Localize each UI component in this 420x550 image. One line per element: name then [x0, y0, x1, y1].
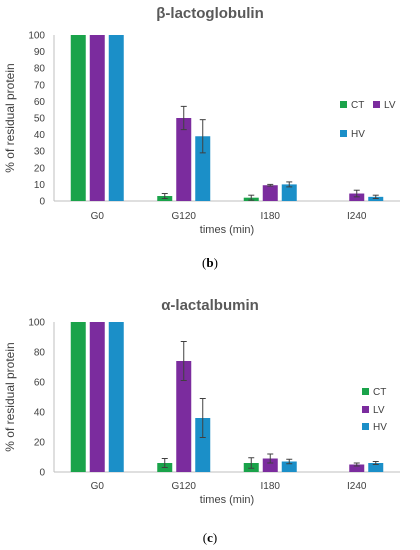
panel-label-b: (b) — [0, 255, 420, 271]
bar-hv — [108, 35, 124, 201]
y-tick-label: 40 — [34, 408, 46, 419]
y-tick-label: 70 — [34, 80, 46, 91]
y-tick-label: 80 — [34, 348, 46, 359]
bar-hv — [108, 322, 124, 472]
legend-label-ct: CT — [351, 100, 364, 111]
error-bar — [267, 183, 274, 187]
error-bar — [286, 458, 293, 465]
bar-lv — [176, 118, 192, 201]
error-bar — [372, 461, 379, 465]
bar-ct — [70, 322, 86, 472]
panel-label-open: ( — [202, 530, 208, 545]
error-bar — [180, 105, 187, 131]
y-tick-label: 100 — [28, 318, 45, 329]
bar-lv — [349, 464, 365, 472]
y-tick-label: 60 — [34, 378, 46, 389]
x-tick-label: G0 — [91, 481, 105, 492]
x-tick-label: I240 — [347, 211, 367, 222]
error-bar — [267, 453, 274, 464]
x-tick-label: I240 — [347, 481, 367, 492]
legend-swatch-ct — [340, 101, 347, 108]
y-tick-label: 100 — [28, 31, 45, 42]
x-axis-label: times (min) — [200, 224, 254, 236]
x-axis-label: times (min) — [200, 494, 254, 506]
chart-beta-lactoglobulin: β-lactoglobulin % of residual protein 0 10 2… — [0, 0, 420, 240]
x-tick-label: I180 — [261, 481, 281, 492]
error-bar — [199, 119, 206, 154]
error-bar — [180, 341, 187, 381]
chart-title: β-lactoglobulin — [156, 5, 263, 22]
error-bar — [353, 189, 360, 198]
bar-ct — [70, 35, 86, 201]
chart-svg: β-lactoglobulin % of residual protein 0 10 2… — [3, 5, 400, 236]
error-bar — [161, 458, 168, 468]
bar-lv — [262, 185, 278, 201]
y-tick-label: 40 — [34, 130, 46, 141]
chart-title: α-lactalbumin — [161, 297, 259, 314]
chart-alpha-lactalbumin: α-lactalbumin % of residual protein 0 20 40 6… — [0, 292, 420, 522]
legend-swatch-hv — [340, 130, 347, 137]
error-bar — [199, 398, 206, 438]
error-bar — [248, 194, 255, 201]
y-tick-label: 80 — [34, 64, 46, 75]
y-tick-label: 60 — [34, 97, 46, 108]
panel-label-letter: b — [206, 255, 214, 270]
legend-label-lv: LV — [384, 100, 396, 111]
error-bar — [248, 457, 255, 469]
legend-swatch-lv — [373, 101, 380, 108]
legend-swatch-lv — [362, 406, 369, 413]
y-tick-label: 90 — [34, 47, 46, 58]
y-axis-label: % of residual protein — [3, 63, 17, 172]
legend-label-lv: LV — [373, 405, 385, 416]
y-tick-label: 50 — [34, 114, 46, 125]
bar-lv — [176, 361, 192, 472]
panel-label-close: ) — [213, 255, 218, 270]
bar-lv — [89, 322, 105, 472]
legend-label-ct: CT — [373, 387, 386, 398]
bar-hv — [368, 463, 384, 472]
y-axis-label: % of residual protein — [3, 342, 17, 451]
bar-hv — [195, 136, 211, 201]
legend-swatch-ct — [362, 388, 369, 395]
y-tick-label: 0 — [39, 468, 45, 479]
y-tick-label: 10 — [34, 180, 46, 191]
y-tick-label: 0 — [39, 197, 45, 208]
bar-hv — [281, 184, 297, 201]
bar-lv — [89, 35, 105, 201]
y-tick-label: 20 — [34, 438, 46, 449]
y-tick-label: 30 — [34, 147, 46, 158]
legend-label-hv: HV — [351, 129, 365, 140]
x-tick-label: G120 — [172, 211, 197, 222]
bar-lv — [262, 458, 278, 472]
error-bar — [353, 462, 360, 467]
bar-hv — [195, 418, 211, 472]
x-tick-label: I180 — [261, 211, 281, 222]
panel-label-letter: c — [207, 530, 213, 545]
error-bar — [161, 193, 168, 200]
x-tick-label: G120 — [172, 481, 197, 492]
error-bar — [286, 181, 293, 188]
panel-label-close: ) — [212, 530, 218, 545]
panel-label-open: ( — [202, 255, 207, 270]
legend-swatch-hv — [362, 423, 369, 430]
y-tick-label: 20 — [34, 163, 46, 174]
x-tick-label: G0 — [91, 211, 105, 222]
legend-label-hv: HV — [373, 422, 387, 433]
bar-hv — [281, 461, 297, 472]
error-bar — [372, 194, 379, 200]
panel-label-c: (c) — [0, 530, 420, 546]
chart-svg: α-lactalbumin % of residual protein 0 20 40 6… — [3, 297, 400, 506]
